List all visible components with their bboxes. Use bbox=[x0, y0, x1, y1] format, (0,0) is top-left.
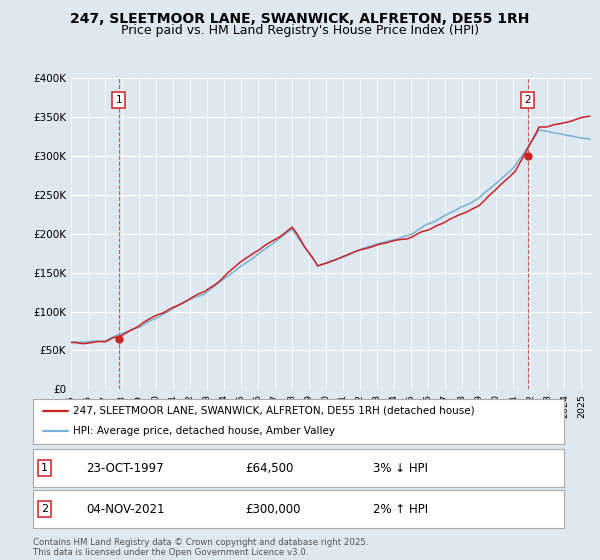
Text: Price paid vs. HM Land Registry's House Price Index (HPI): Price paid vs. HM Land Registry's House … bbox=[121, 24, 479, 37]
Text: 3% ↓ HPI: 3% ↓ HPI bbox=[373, 461, 428, 475]
Text: 2% ↑ HPI: 2% ↑ HPI bbox=[373, 502, 428, 516]
Text: £64,500: £64,500 bbox=[245, 461, 294, 475]
Text: 2: 2 bbox=[524, 95, 531, 105]
Text: 247, SLEETMOOR LANE, SWANWICK, ALFRETON, DE55 1RH (detached house): 247, SLEETMOOR LANE, SWANWICK, ALFRETON,… bbox=[73, 406, 475, 416]
Text: 23-OCT-1997: 23-OCT-1997 bbox=[86, 461, 164, 475]
Text: HPI: Average price, detached house, Amber Valley: HPI: Average price, detached house, Ambe… bbox=[73, 426, 335, 436]
Text: 247, SLEETMOOR LANE, SWANWICK, ALFRETON, DE55 1RH: 247, SLEETMOOR LANE, SWANWICK, ALFRETON,… bbox=[70, 12, 530, 26]
Text: 1: 1 bbox=[41, 463, 48, 473]
Text: 04-NOV-2021: 04-NOV-2021 bbox=[86, 502, 164, 516]
Text: 2: 2 bbox=[41, 504, 48, 514]
Text: Contains HM Land Registry data © Crown copyright and database right 2025.
This d: Contains HM Land Registry data © Crown c… bbox=[33, 538, 368, 557]
Text: 1: 1 bbox=[115, 95, 122, 105]
Text: £300,000: £300,000 bbox=[245, 502, 301, 516]
